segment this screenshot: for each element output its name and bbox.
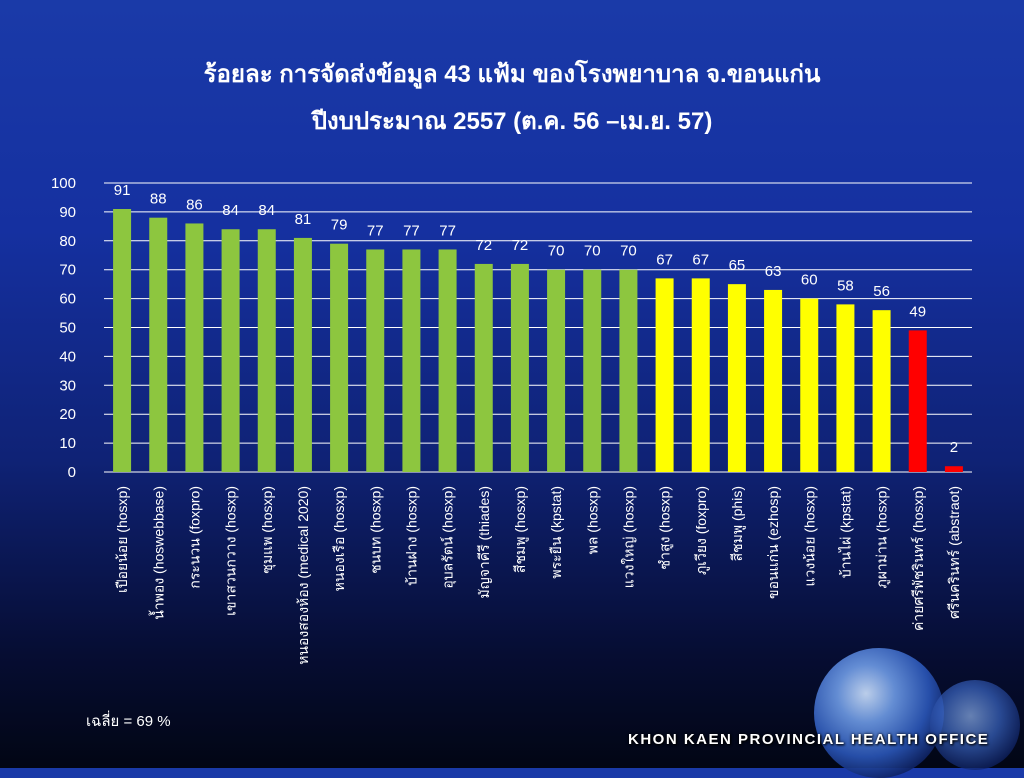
data-label: 84 bbox=[258, 202, 275, 219]
bar bbox=[872, 310, 891, 472]
y-tick-label: 90 bbox=[59, 204, 76, 221]
category-label: ซุมแพ (hosxp) bbox=[259, 486, 276, 574]
y-tick-label: 10 bbox=[59, 435, 76, 452]
category-label: กระนวน (foxpro) bbox=[186, 486, 202, 589]
category-label: แวงน้อย (hosxp) bbox=[801, 486, 817, 586]
category-label: พระยืน (kpstat) bbox=[548, 486, 564, 579]
y-tick-label: 100 bbox=[51, 175, 76, 192]
bar bbox=[727, 284, 746, 472]
data-label: 77 bbox=[403, 222, 420, 239]
category-label: ภูผาม่าน (hosxp) bbox=[874, 486, 891, 589]
data-label: 88 bbox=[150, 191, 167, 208]
data-label: 60 bbox=[801, 272, 818, 289]
bar bbox=[547, 269, 566, 472]
data-label: 67 bbox=[656, 251, 673, 268]
bar bbox=[510, 263, 529, 472]
bar bbox=[800, 298, 819, 472]
data-label: 67 bbox=[692, 251, 709, 268]
category-label: น้ำพอง (hoswebbase) bbox=[148, 486, 166, 620]
bar bbox=[402, 249, 421, 472]
category-label: หนองสองห้อง (medical 2020) bbox=[295, 486, 311, 665]
bar bbox=[257, 229, 276, 472]
data-label: 63 bbox=[765, 263, 782, 280]
category-label: สีชมพู (hosxp) bbox=[512, 486, 529, 573]
bar bbox=[438, 249, 457, 472]
y-tick-label: 40 bbox=[59, 348, 76, 365]
data-label: 70 bbox=[548, 243, 565, 260]
data-label: 77 bbox=[439, 222, 456, 239]
category-label: อุบลรัตน์ (hosxp) bbox=[440, 486, 457, 589]
bar bbox=[113, 209, 132, 472]
data-label: 79 bbox=[331, 217, 348, 234]
bar bbox=[764, 289, 783, 472]
bar bbox=[149, 217, 168, 472]
y-tick-label: 20 bbox=[59, 406, 76, 423]
data-label: 58 bbox=[837, 277, 854, 294]
y-tick-label: 80 bbox=[59, 233, 76, 250]
category-label: เปือยน้อย (hosxp) bbox=[114, 486, 130, 593]
category-label: แวงใหญ่ (hosxp) bbox=[620, 486, 636, 588]
category-label: บ้านฝาง (hosxp) bbox=[403, 486, 419, 586]
bar bbox=[474, 263, 493, 472]
data-label: 70 bbox=[620, 243, 637, 260]
average-label: เฉลี่ย = 69 % bbox=[86, 713, 171, 730]
category-label: หนองเรือ (hosxp) bbox=[331, 486, 347, 591]
chart-subtitle: ปีงบประมาณ 2557 (ต.ค. 56 –เม.ย. 57) bbox=[311, 108, 713, 135]
globe-decoration-small bbox=[930, 680, 1020, 770]
bar bbox=[619, 269, 638, 472]
category-label: ชนบท (hosxp) bbox=[367, 486, 383, 574]
data-label: 70 bbox=[584, 243, 601, 260]
y-tick-label: 0 bbox=[68, 464, 76, 481]
category-label: ค่ายศรีพัชรินทร์ (hosxp) bbox=[910, 486, 926, 631]
data-label: 77 bbox=[367, 222, 384, 239]
data-label: 86 bbox=[186, 196, 203, 213]
y-tick-label: 70 bbox=[59, 262, 76, 279]
bar bbox=[366, 249, 385, 472]
category-label: มัญจาคีรี (thiades) bbox=[476, 486, 492, 598]
category-label: สีชมพู (phis) bbox=[729, 486, 746, 561]
globe-decoration bbox=[814, 648, 944, 778]
bar bbox=[691, 278, 710, 472]
y-tick-label: 60 bbox=[59, 291, 76, 308]
bar bbox=[330, 243, 349, 472]
category-label: ภูเวียง (foxpro) bbox=[693, 486, 710, 575]
category-label: บ้านไผ่ (kpstat) bbox=[837, 486, 853, 578]
bar bbox=[185, 223, 204, 472]
category-label: เขาสวนกวาง (hosxp) bbox=[223, 486, 239, 616]
bar bbox=[293, 237, 312, 472]
bar bbox=[221, 229, 240, 472]
data-label: 49 bbox=[909, 303, 926, 320]
category-label: ขอนแก่น (ezhosp) bbox=[765, 486, 781, 599]
bar bbox=[908, 330, 927, 472]
bar bbox=[836, 304, 855, 472]
data-label: 2 bbox=[950, 439, 958, 456]
chart-title: ร้อยละ การจัดส่งข้อมูล 43 แฟ้ม ของโรงพยา… bbox=[203, 61, 821, 88]
y-tick-label: 50 bbox=[59, 320, 76, 337]
bar bbox=[944, 466, 963, 472]
office-name: KHON KAEN PROVINCIAL HEALTH OFFICE bbox=[628, 731, 990, 748]
data-label: 72 bbox=[512, 237, 529, 254]
bar bbox=[655, 278, 674, 472]
category-label: พล (hosxp) bbox=[584, 486, 600, 554]
category-label: ศรีนครินทร์ (abstraot) bbox=[946, 486, 962, 619]
data-label: 72 bbox=[475, 237, 492, 254]
category-label: ซำสูง (hosxp) bbox=[657, 486, 674, 569]
data-label: 91 bbox=[114, 182, 131, 199]
y-tick-label: 30 bbox=[59, 377, 76, 394]
data-label: 56 bbox=[873, 283, 890, 300]
bar bbox=[583, 269, 602, 472]
data-label: 65 bbox=[729, 257, 746, 274]
data-label: 81 bbox=[295, 211, 312, 228]
data-label: 84 bbox=[222, 202, 239, 219]
